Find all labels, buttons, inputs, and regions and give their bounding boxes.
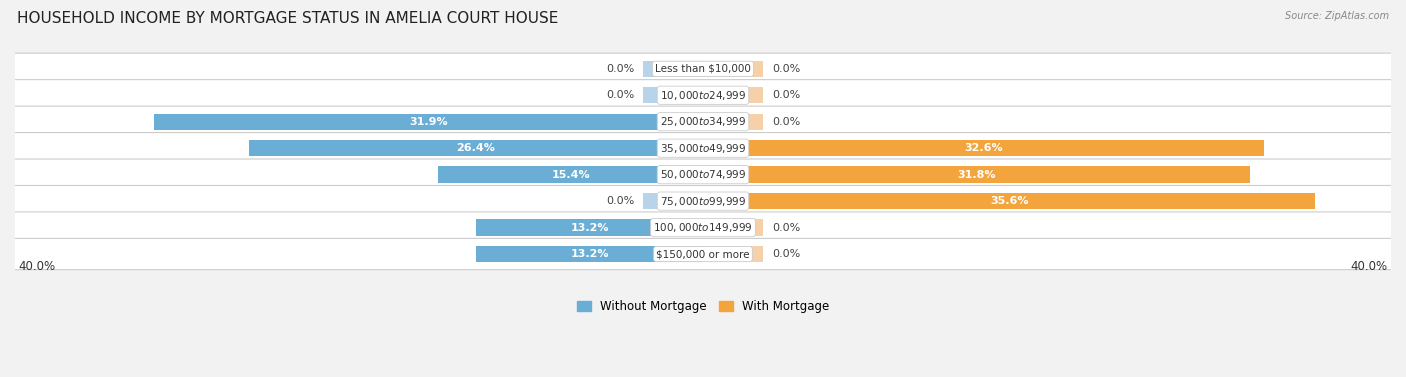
Text: HOUSEHOLD INCOME BY MORTGAGE STATUS IN AMELIA COURT HOUSE: HOUSEHOLD INCOME BY MORTGAGE STATUS IN A… <box>17 11 558 26</box>
Text: 40.0%: 40.0% <box>18 260 56 273</box>
Text: $100,000 to $149,999: $100,000 to $149,999 <box>654 221 752 234</box>
Legend: Without Mortgage, With Mortgage: Without Mortgage, With Mortgage <box>572 295 834 317</box>
Text: 0.0%: 0.0% <box>772 249 800 259</box>
Text: 13.2%: 13.2% <box>571 222 609 233</box>
FancyBboxPatch shape <box>13 212 1393 243</box>
Bar <box>643 193 703 209</box>
Bar <box>249 140 703 156</box>
FancyBboxPatch shape <box>13 185 1393 217</box>
Text: $25,000 to $34,999: $25,000 to $34,999 <box>659 115 747 128</box>
Bar <box>703 219 763 236</box>
Text: $75,000 to $99,999: $75,000 to $99,999 <box>659 195 747 208</box>
Text: 0.0%: 0.0% <box>772 90 800 100</box>
FancyBboxPatch shape <box>13 106 1393 137</box>
FancyBboxPatch shape <box>13 53 1393 84</box>
Text: 40.0%: 40.0% <box>1350 260 1388 273</box>
Text: 35.6%: 35.6% <box>990 196 1028 206</box>
FancyBboxPatch shape <box>13 238 1393 270</box>
Text: 32.6%: 32.6% <box>965 143 1002 153</box>
Text: 0.0%: 0.0% <box>606 90 634 100</box>
Bar <box>155 113 703 130</box>
Bar <box>703 113 763 130</box>
Text: $50,000 to $74,999: $50,000 to $74,999 <box>659 168 747 181</box>
Text: 0.0%: 0.0% <box>606 196 634 206</box>
Bar <box>703 140 1264 156</box>
Text: 15.4%: 15.4% <box>551 170 591 179</box>
Bar <box>703 246 763 262</box>
Bar <box>703 193 1316 209</box>
Bar <box>703 87 763 103</box>
Bar <box>477 219 703 236</box>
Text: Less than $10,000: Less than $10,000 <box>655 64 751 74</box>
Bar <box>439 166 703 183</box>
Text: $150,000 or more: $150,000 or more <box>657 249 749 259</box>
Bar <box>643 87 703 103</box>
Text: 13.2%: 13.2% <box>571 249 609 259</box>
Bar <box>477 246 703 262</box>
Bar <box>643 61 703 77</box>
Bar <box>703 61 763 77</box>
FancyBboxPatch shape <box>13 159 1393 190</box>
Text: 31.9%: 31.9% <box>409 117 449 127</box>
FancyBboxPatch shape <box>13 80 1393 111</box>
Text: $35,000 to $49,999: $35,000 to $49,999 <box>659 142 747 155</box>
Bar <box>703 166 1250 183</box>
FancyBboxPatch shape <box>13 133 1393 164</box>
Text: 31.8%: 31.8% <box>957 170 995 179</box>
Text: 26.4%: 26.4% <box>457 143 495 153</box>
Text: 0.0%: 0.0% <box>772 117 800 127</box>
Text: 0.0%: 0.0% <box>772 222 800 233</box>
Text: 0.0%: 0.0% <box>772 64 800 74</box>
Text: 0.0%: 0.0% <box>606 64 634 74</box>
Text: Source: ZipAtlas.com: Source: ZipAtlas.com <box>1285 11 1389 21</box>
Text: $10,000 to $24,999: $10,000 to $24,999 <box>659 89 747 102</box>
